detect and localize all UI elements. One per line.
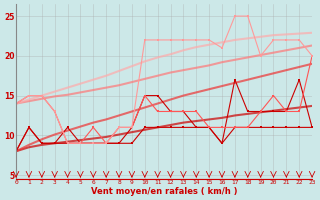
X-axis label: Vent moyen/en rafales ( km/h ): Vent moyen/en rafales ( km/h ) — [91, 187, 237, 196]
